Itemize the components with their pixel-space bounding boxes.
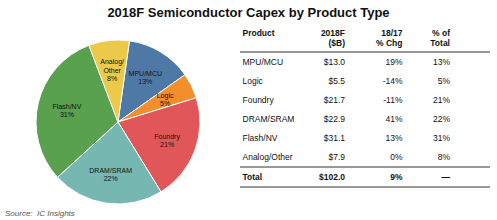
slice-value-label: 5% xyxy=(160,100,170,107)
table-cell: DRAM/SRAM xyxy=(243,114,295,124)
table-cell: MPU/MCU xyxy=(243,57,284,67)
table-header: % ofTotal xyxy=(430,28,450,48)
total-rule xyxy=(240,167,490,168)
table-header: Product xyxy=(243,28,275,38)
slice xyxy=(89,40,130,122)
table-cell: 41% xyxy=(385,114,402,124)
slice-label: MPU/MCU xyxy=(129,69,162,76)
table-cell: $13.0 xyxy=(324,57,346,67)
table-cell: -14% xyxy=(383,76,403,86)
table-cell: $21.7 xyxy=(324,95,346,105)
table-cell: $31.1 xyxy=(324,133,346,143)
header-rule xyxy=(240,52,490,53)
slice-value-label: 21% xyxy=(160,141,174,148)
table-cell: Analog/Other xyxy=(243,152,293,162)
table-cell: -11% xyxy=(383,95,403,105)
slices xyxy=(36,40,200,204)
chart-root: 2018F Semiconductor Capex by Product Typ… xyxy=(0,0,497,220)
annotation: Source: IC Insights xyxy=(5,209,75,218)
slice-label: Foundry xyxy=(154,133,180,141)
table-cell: 9% xyxy=(390,172,403,182)
table-cell: 0% xyxy=(390,152,403,162)
table-cell: Foundry xyxy=(243,95,275,105)
pie: MPU/MCU 13% Logic5% Foundry21% DRAM/SRAM 22% F… xyxy=(36,40,200,204)
table-cell: Total xyxy=(243,172,263,182)
slice-value-label: 31% xyxy=(60,111,74,118)
table-header: 18/17% Chg xyxy=(376,28,403,48)
table-cell: 5% xyxy=(438,76,451,86)
table-cell: 22% xyxy=(433,114,450,124)
table-cell: 8% xyxy=(438,152,451,162)
table-cell: 19% xyxy=(385,57,402,67)
table-cell: Flash/NV xyxy=(243,133,278,143)
table-cell: $102.0 xyxy=(319,172,345,182)
slice-value-label: 13% xyxy=(138,78,152,85)
slice-value-label: 22% xyxy=(104,175,118,182)
table-cell: 31% xyxy=(433,133,450,143)
slice-label: Logic xyxy=(157,91,174,99)
slice-label: Analog/Other xyxy=(100,58,124,74)
table-cell: $7.9 xyxy=(328,152,345,162)
table-cell: $22.9 xyxy=(324,114,346,124)
table-cell: 13% xyxy=(433,57,450,67)
slice-value-label: 8% xyxy=(107,75,117,82)
title: 2018F Semiconductor Capex by Product Typ… xyxy=(107,5,389,20)
table-cell: 13% xyxy=(385,133,402,143)
table-cell: Logic xyxy=(243,76,264,86)
slice-labels: MPU/MCU 13% Logic5% Foundry21% DRAM/SRAM 22% F… xyxy=(53,58,181,182)
bottom-rule xyxy=(240,187,490,188)
table-header: 2018F($B) xyxy=(321,28,345,48)
slice-label: Flash/NV xyxy=(53,102,82,109)
table-cell: 21% xyxy=(433,95,450,105)
table-cell: — xyxy=(442,172,451,182)
table-cell: $5.5 xyxy=(328,76,345,86)
slice-label: DRAM/SRAM xyxy=(89,166,132,173)
table: Product 2018F($B) 18/17% Chg % ofTotal MPU/M… xyxy=(240,28,490,187)
